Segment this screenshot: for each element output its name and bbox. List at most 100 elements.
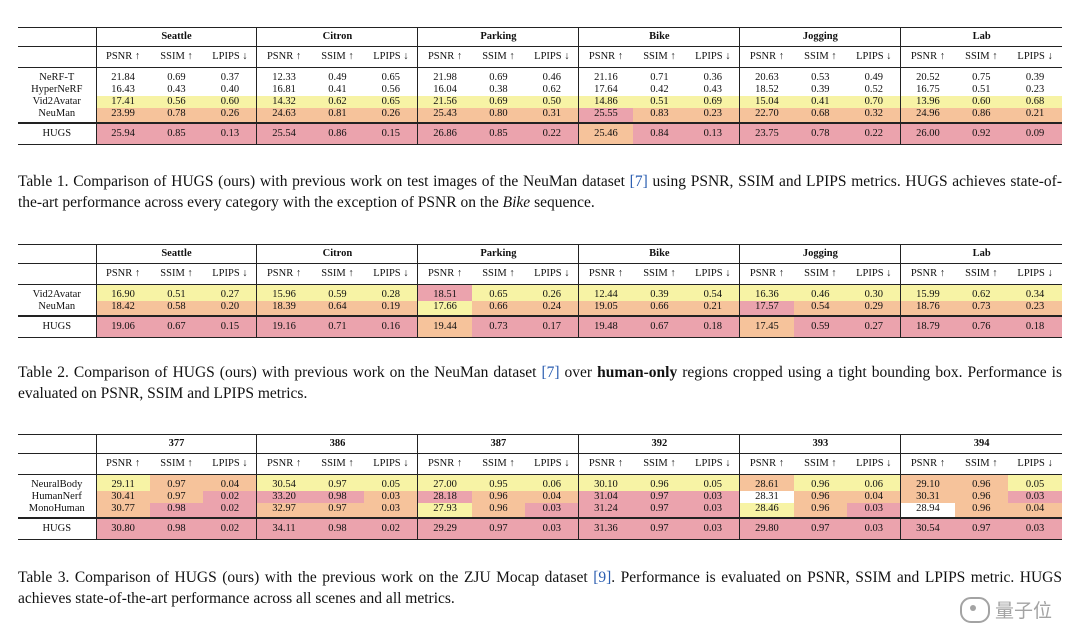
value-cell: 0.20 — [203, 301, 257, 316]
value-cell: 0.06 — [847, 474, 901, 491]
method-header-cell — [18, 263, 96, 285]
metric-header: PSNR ↑ — [417, 453, 472, 475]
value-cell: 0.26 — [203, 108, 257, 123]
value-cell: 0.75 — [972, 72, 991, 83]
metric-header: SSIM ↑ — [149, 263, 204, 285]
value-cell: 0.16 — [364, 315, 418, 338]
value-cell: 0.06 — [525, 474, 579, 491]
value-cell: 30.54 — [256, 474, 311, 491]
value-cell: 18.79 — [900, 315, 955, 338]
value-cell: 0.04 — [203, 474, 257, 491]
value-cell: 0.78 — [149, 108, 204, 123]
metric-header-row: PSNR ↑ SSIM ↑ LPIPS ↓ PSNR ↑ SSIM ↑ LPIPS ↓ PS… — [18, 453, 1062, 475]
value-cell: 0.03 — [847, 503, 901, 518]
metric-header: SSIM ↑ — [471, 46, 526, 68]
value-cell: 0.58 — [149, 301, 204, 316]
group-header: 387 — [417, 434, 579, 454]
value-cell: 0.28 — [364, 284, 418, 301]
value-cell: 28.46 — [739, 503, 794, 518]
metric-header: SSIM ↑ — [632, 46, 687, 68]
citation-link[interactable]: [9] — [593, 569, 612, 586]
metric-header: PSNR ↑ — [739, 453, 794, 475]
value-cell: 0.54 — [793, 301, 848, 316]
metric-header: PSNR ↑ — [578, 453, 633, 475]
table-row: HumanNerf 30.41 0.97 0.02 33.20 0.98 0.03 28.18… — [18, 491, 1062, 503]
metric-header: PSNR ↑ — [417, 46, 472, 68]
value-cell: 24.63 — [256, 108, 311, 123]
value-cell: 0.23 — [1025, 84, 1045, 95]
value-cell: 0.65 — [471, 284, 526, 301]
value-cell: 28.18 — [417, 491, 472, 503]
value-cell: 25.94 — [95, 122, 150, 145]
metric-header: LPIPS ↓ — [364, 453, 418, 475]
metric-header: PSNR ↑ — [95, 46, 150, 68]
metric-header: LPIPS ↓ — [525, 263, 579, 285]
value-cell: 25.54 — [256, 122, 311, 145]
value-cell: 29.10 — [900, 474, 955, 491]
value-cell: 0.03 — [364, 491, 418, 503]
value-cell: 28.61 — [739, 474, 794, 491]
value-cell: 29.11 — [95, 474, 150, 491]
value-cell: 0.23 — [686, 108, 740, 123]
citation-link[interactable]: [7] — [629, 173, 648, 190]
caption-table-2: Table 2. Comparison of HUGS (ours) with … — [18, 364, 1062, 402]
value-cell: 0.96 — [471, 503, 526, 518]
value-cell: 18.51 — [417, 284, 472, 301]
value-cell: 0.02 — [203, 491, 257, 503]
value-cell: 0.05 — [364, 474, 418, 491]
citation-link[interactable]: [7] — [541, 364, 560, 381]
value-cell: 15.99 — [900, 284, 955, 301]
method-name: Vid2Avatar — [32, 289, 81, 300]
value-cell: 0.22 — [525, 122, 579, 145]
method-name: NeRF-T — [39, 72, 75, 83]
value-cell: 25.46 — [578, 122, 633, 145]
metric-header: LPIPS ↓ — [847, 263, 901, 285]
watermark: 量子位 — [959, 596, 1052, 623]
table-row: HUGS 30.80 0.98 0.02 34.11 0.98 0.02 29.29 0.97 0… — [18, 517, 1062, 540]
metric-header: SSIM ↑ — [471, 453, 526, 475]
value-cell: 0.97 — [149, 474, 204, 491]
method-name: NeuMan — [38, 301, 76, 312]
group-header: Citron — [256, 27, 418, 47]
value-cell: 0.62 — [310, 96, 365, 108]
value-cell: 0.15 — [203, 315, 257, 338]
value-cell: 15.04 — [739, 96, 794, 108]
value-cell: 0.67 — [149, 315, 204, 338]
value-cell: 0.54 — [686, 284, 740, 301]
value-cell: 0.41 — [328, 84, 347, 95]
metric-header: PSNR ↑ — [256, 453, 311, 475]
group-header: Seattle — [95, 244, 257, 264]
value-cell: 0.76 — [954, 315, 1009, 338]
value-cell: 0.96 — [954, 491, 1009, 503]
value-cell: 0.49 — [328, 72, 347, 83]
value-cell: 0.86 — [954, 108, 1009, 123]
value-cell: 0.64 — [310, 301, 365, 316]
method-name: HumanNerf — [31, 491, 82, 502]
value-cell: 32.97 — [256, 503, 311, 518]
value-cell: 0.66 — [632, 301, 687, 316]
value-cell: 33.20 — [256, 491, 311, 503]
value-cell: 0.97 — [632, 517, 687, 540]
value-cell: 0.18 — [1008, 315, 1062, 338]
value-cell: 0.39 — [811, 84, 830, 95]
value-cell: 30.41 — [95, 491, 150, 503]
value-cell: 0.56 — [381, 84, 401, 95]
value-cell: 0.95 — [471, 474, 526, 491]
value-cell: 19.48 — [578, 315, 633, 338]
value-cell: 23.99 — [95, 108, 150, 123]
metric-header: PSNR ↑ — [900, 46, 955, 68]
value-cell: 0.92 — [954, 122, 1009, 145]
value-cell: 0.43 — [167, 84, 186, 95]
value-cell: 29.80 — [739, 517, 794, 540]
value-cell: 0.97 — [310, 474, 365, 491]
method-name: HyperNeRF — [31, 84, 83, 95]
metric-header: LPIPS ↓ — [203, 263, 257, 285]
value-cell: 0.56 — [149, 96, 204, 108]
value-cell: 30.31 — [900, 491, 955, 503]
value-cell: 22.70 — [739, 108, 794, 123]
metric-header: PSNR ↑ — [417, 263, 472, 285]
metric-header: SSIM ↑ — [954, 46, 1009, 68]
value-cell: 0.70 — [847, 96, 901, 108]
value-cell: 0.66 — [471, 301, 526, 316]
value-cell: 0.59 — [793, 315, 848, 338]
